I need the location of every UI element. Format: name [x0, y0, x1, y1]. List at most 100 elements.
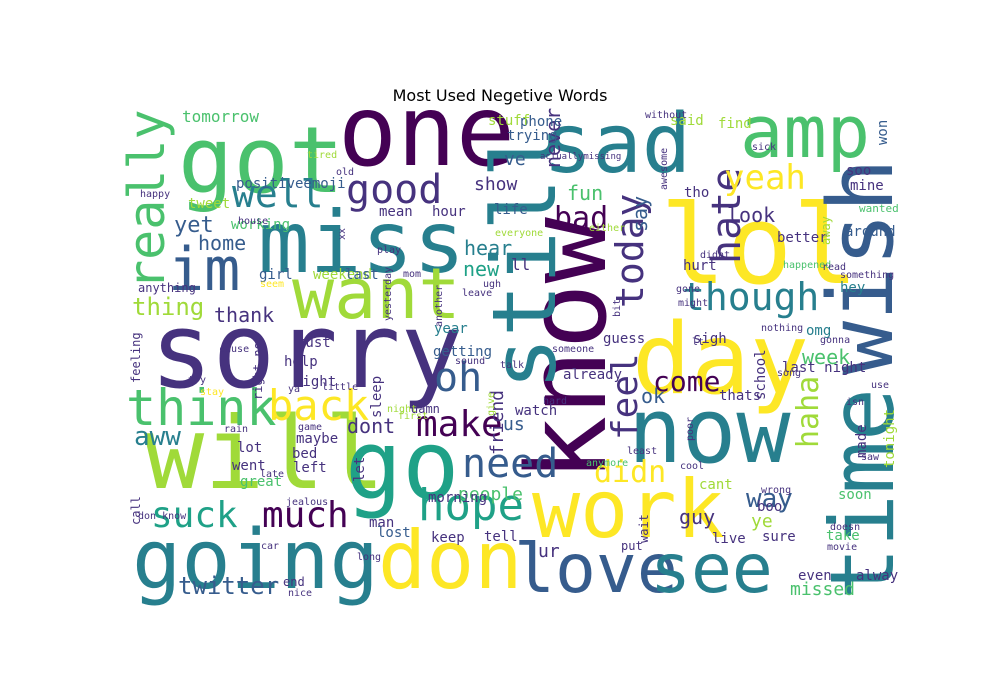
word-stuff: stuff: [488, 113, 530, 129]
word-sleep: sleep: [369, 376, 385, 418]
word-bad: bad: [554, 201, 608, 236]
word-jealous: jealous: [286, 497, 328, 508]
word-show: show: [474, 174, 518, 195]
word-around: around: [845, 224, 896, 240]
word-school: school: [753, 349, 769, 400]
word-ya: ya: [288, 384, 300, 395]
word-give: give: [486, 392, 497, 416]
word-went: went: [232, 458, 266, 474]
word-aww: aww: [134, 422, 181, 452]
word-thank: thank: [214, 303, 274, 327]
word-well: well: [232, 172, 324, 216]
word-twitter: twitter: [178, 572, 279, 600]
word-take: take: [826, 528, 860, 544]
word-late: late: [260, 469, 284, 480]
word-people: people: [458, 484, 523, 505]
word-girl: girl: [259, 267, 293, 283]
word-old: old: [336, 167, 354, 178]
word-lot: lot: [237, 440, 262, 456]
word-poor: poor: [685, 417, 696, 441]
word-amp: amp: [740, 90, 870, 174]
word-going: going: [132, 513, 379, 608]
word-right: right: [294, 374, 336, 390]
word-talk: talk: [500, 360, 524, 371]
word-look: look: [727, 203, 775, 227]
word-miss: miss: [258, 193, 465, 293]
word-yet: yet: [174, 213, 214, 238]
word-yeah: yeah: [724, 158, 806, 198]
word-morning: morning: [428, 490, 487, 506]
word-fun: fun: [567, 181, 603, 205]
word-oh: oh: [434, 355, 482, 401]
word-week: week: [802, 345, 850, 369]
word-hard: hard: [543, 396, 567, 407]
word-house: house: [238, 216, 268, 227]
word-missed: missed: [790, 579, 855, 600]
word-car: car: [261, 541, 279, 552]
word-happy: happy: [140, 189, 170, 200]
word-great: great: [240, 474, 282, 490]
word-mom: mom: [403, 269, 421, 280]
word-today: today: [608, 194, 652, 308]
word-rain: rain: [224, 424, 248, 435]
word-anything: anything: [138, 281, 196, 295]
word-got: got: [178, 107, 344, 214]
word-made: made: [854, 424, 870, 458]
word-song: song: [777, 368, 801, 379]
word-wait: wait: [637, 514, 651, 543]
word-thing: thing: [132, 293, 204, 321]
word-soo: soo: [846, 163, 871, 179]
word-don: don: [378, 514, 523, 607]
word-come: come: [653, 365, 720, 398]
word-ll: ll: [511, 255, 530, 274]
word-leave: leave: [462, 288, 492, 299]
word-find: find: [718, 116, 752, 132]
word-long: long: [357, 552, 381, 563]
word-think: think: [126, 379, 277, 437]
word-nothing: nothing: [761, 323, 803, 334]
word-year: year: [434, 321, 468, 337]
word-wrong: wrong: [761, 485, 791, 496]
word-phone: phone: [520, 114, 562, 130]
word-ok: ok: [641, 384, 665, 408]
word-call: call: [129, 496, 143, 525]
word-left: left: [293, 460, 327, 476]
word-without: without: [645, 110, 687, 121]
word-working: working: [231, 217, 290, 233]
word-hate: hate: [704, 168, 750, 264]
word-ye: ye: [751, 511, 773, 532]
word-home: home: [198, 231, 246, 255]
word-soon: soon: [838, 487, 872, 503]
word-though: though: [682, 275, 819, 319]
word-nice: nice: [288, 588, 312, 599]
word-way: way: [746, 484, 793, 514]
word-really: really: [118, 109, 176, 290]
word-end: end: [283, 575, 305, 589]
word-weekend: weekend: [313, 267, 372, 283]
word-hurt: hurt: [683, 258, 717, 274]
word-omg: omg: [806, 323, 831, 339]
word-wanted: wanted: [859, 202, 899, 215]
word-either: either: [589, 223, 625, 234]
word-know: know: [503, 216, 631, 482]
word-sick: sick: [752, 142, 776, 153]
word-tired: tired: [307, 150, 337, 161]
word-damn: damn: [411, 402, 440, 416]
word-said: said: [670, 113, 704, 129]
word-didn: didn: [594, 455, 666, 490]
word-time: time: [811, 388, 914, 600]
word-tho: tho: [684, 185, 709, 201]
word-hope: hope: [418, 480, 524, 531]
word-awesome: awesome: [659, 148, 670, 190]
word-lost: lost: [377, 525, 411, 541]
word-yesterday: yesterday: [383, 267, 394, 321]
word-tell: tell: [484, 529, 518, 545]
word-us: us: [503, 414, 525, 435]
word-something: something: [840, 270, 894, 281]
word-im: im: [168, 235, 240, 305]
word-boo: boo: [757, 499, 782, 515]
word-everyone: everyone: [495, 228, 543, 239]
word-seem: seem: [260, 279, 284, 290]
word-make: make: [416, 404, 503, 445]
